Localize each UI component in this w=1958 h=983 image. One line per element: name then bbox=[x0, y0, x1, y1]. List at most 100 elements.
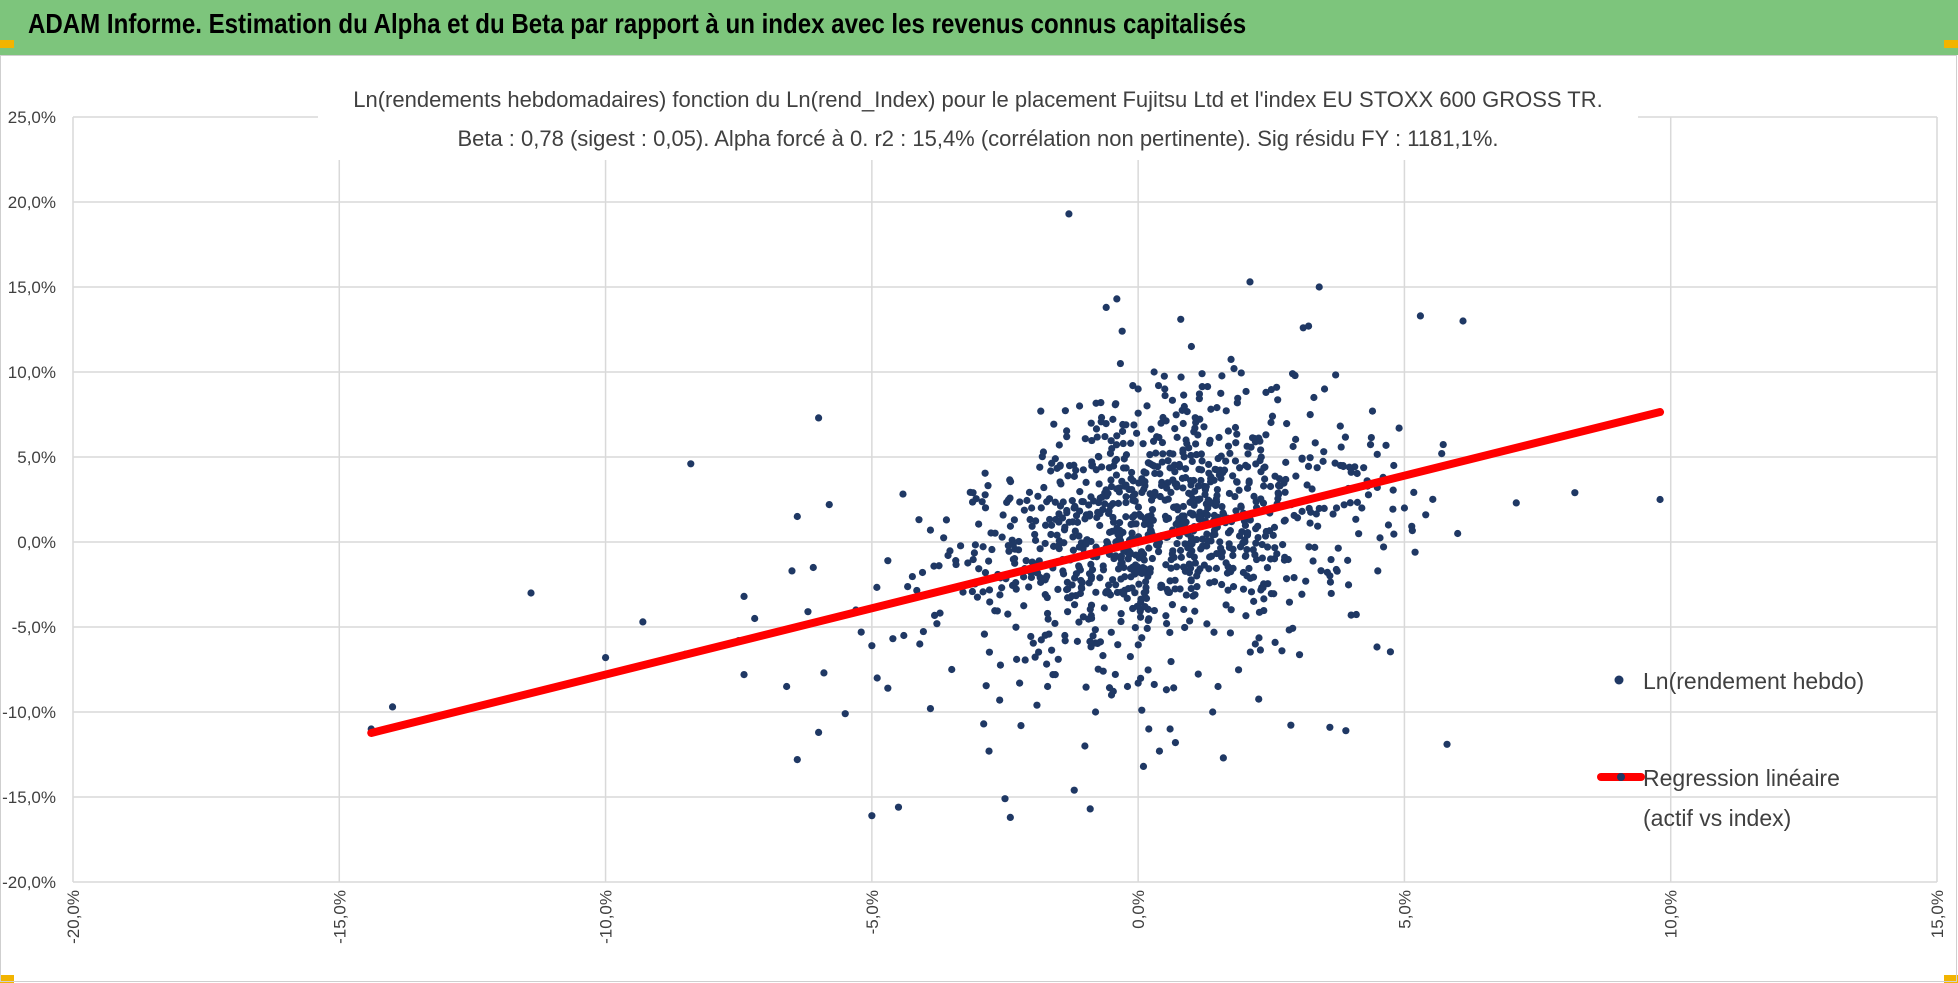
data-point bbox=[1047, 530, 1055, 539]
data-point bbox=[1037, 407, 1045, 415]
data-point bbox=[1043, 609, 1052, 618]
data-point bbox=[1227, 606, 1235, 614]
data-point bbox=[1114, 499, 1123, 507]
data-point bbox=[1157, 581, 1165, 589]
x-tick-label: -5,0% bbox=[863, 890, 882, 934]
data-point bbox=[809, 563, 817, 572]
data-point bbox=[998, 584, 1006, 592]
data-point bbox=[1087, 493, 1095, 501]
y-tick-label: 5,0% bbox=[17, 448, 56, 467]
data-point bbox=[1353, 498, 1362, 506]
data-point bbox=[1235, 486, 1243, 494]
data-point bbox=[1310, 393, 1318, 402]
data-point bbox=[1053, 531, 1061, 539]
data-point bbox=[1382, 441, 1390, 449]
data-point bbox=[1092, 399, 1100, 407]
data-point bbox=[1386, 648, 1395, 656]
data-point bbox=[1237, 369, 1245, 377]
data-point bbox=[1166, 725, 1174, 733]
data-point bbox=[1099, 652, 1107, 660]
data-point bbox=[1205, 497, 1213, 505]
data-point bbox=[1037, 504, 1045, 512]
data-point bbox=[1145, 615, 1153, 623]
data-point bbox=[1161, 385, 1169, 393]
data-point bbox=[1263, 564, 1272, 572]
data-point bbox=[740, 592, 748, 601]
data-point bbox=[1017, 722, 1025, 730]
data-point bbox=[1005, 547, 1013, 555]
data-point bbox=[1072, 512, 1081, 520]
data-point bbox=[1102, 419, 1110, 428]
data-point bbox=[1342, 727, 1350, 735]
data-point bbox=[1241, 521, 1250, 530]
data-point bbox=[1293, 514, 1302, 522]
data-point bbox=[968, 587, 976, 596]
data-point bbox=[1085, 501, 1093, 509]
data-point bbox=[1190, 476, 1198, 485]
data-point bbox=[1066, 594, 1074, 602]
data-point bbox=[1088, 436, 1096, 445]
data-point bbox=[1064, 472, 1072, 480]
data-point bbox=[996, 591, 1004, 599]
data-point bbox=[1021, 656, 1029, 664]
data-point bbox=[1303, 481, 1311, 489]
data-point bbox=[388, 703, 397, 711]
y-tick-label: -20,0% bbox=[2, 873, 56, 892]
data-point bbox=[1107, 437, 1115, 445]
data-point bbox=[1070, 504, 1078, 512]
data-point bbox=[1146, 565, 1154, 573]
data-point bbox=[1114, 530, 1122, 538]
data-point bbox=[793, 512, 801, 521]
data-point bbox=[1185, 444, 1193, 452]
data-point bbox=[1311, 439, 1319, 447]
data-point bbox=[1222, 601, 1230, 609]
data-point bbox=[1283, 420, 1291, 428]
data-point bbox=[1065, 210, 1073, 218]
data-point bbox=[1142, 578, 1150, 586]
data-point bbox=[1241, 552, 1249, 560]
data-point bbox=[1213, 485, 1221, 494]
data-point bbox=[979, 543, 987, 551]
data-point bbox=[1355, 530, 1363, 538]
data-point bbox=[1379, 543, 1388, 551]
data-point bbox=[1038, 453, 1046, 461]
data-point bbox=[1172, 411, 1180, 419]
data-point bbox=[1174, 506, 1182, 514]
data-point bbox=[1205, 460, 1213, 469]
data-point bbox=[1105, 464, 1113, 472]
data-point bbox=[1411, 548, 1419, 556]
data-point bbox=[1245, 564, 1253, 573]
data-point bbox=[1218, 553, 1226, 561]
data-point bbox=[1267, 385, 1275, 394]
x-tick-label: -20,0% bbox=[64, 890, 83, 944]
data-point bbox=[1257, 453, 1265, 461]
data-point bbox=[1173, 539, 1181, 548]
data-point bbox=[1088, 458, 1096, 466]
data-point bbox=[1179, 502, 1187, 511]
data-point bbox=[1119, 439, 1127, 448]
data-point bbox=[1140, 468, 1148, 476]
data-point bbox=[1194, 512, 1203, 521]
report-header: ADAM Informe. Estimation du Alpha et du … bbox=[0, 0, 1958, 55]
axis-layer: -20,0% -15,0% -10,0% -5,0% 0,0% 5,0% 10,0% 15,0… bbox=[2, 108, 1947, 944]
data-point bbox=[1207, 405, 1215, 413]
data-point bbox=[1134, 409, 1142, 417]
data-point bbox=[1217, 544, 1225, 552]
data-point bbox=[1224, 442, 1233, 450]
data-point bbox=[1320, 385, 1329, 393]
data-point bbox=[1512, 499, 1520, 507]
data-point bbox=[1113, 432, 1121, 440]
data-point bbox=[1217, 452, 1225, 460]
data-point bbox=[740, 671, 748, 679]
data-point bbox=[1279, 541, 1287, 549]
data-point bbox=[970, 549, 978, 557]
data-point bbox=[1197, 476, 1205, 485]
data-point bbox=[981, 469, 989, 477]
data-point bbox=[1207, 473, 1215, 481]
data-point bbox=[1051, 498, 1059, 506]
data-point bbox=[1374, 567, 1382, 575]
data-point bbox=[1216, 538, 1224, 546]
data-point bbox=[1020, 506, 1028, 514]
data-point bbox=[1004, 610, 1012, 618]
data-point bbox=[1255, 695, 1263, 703]
